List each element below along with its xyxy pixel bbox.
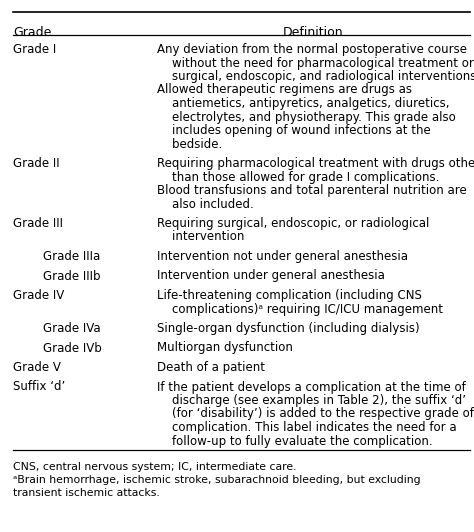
Text: Death of a patient: Death of a patient [157,361,265,374]
Text: Suffix ‘d’: Suffix ‘d’ [13,380,65,394]
Text: without the need for pharmacological treatment or: without the need for pharmacological tre… [157,56,474,70]
Text: includes opening of wound infections at the: includes opening of wound infections at … [157,124,431,137]
Text: transient ischemic attacks.: transient ischemic attacks. [13,488,160,498]
Text: Intervention under general anesthesia: Intervention under general anesthesia [157,270,385,282]
Text: Grade IIIb: Grade IIIb [43,270,100,282]
Text: antiemetics, antipyretics, analgetics, diuretics,: antiemetics, antipyretics, analgetics, d… [157,97,449,110]
Text: than those allowed for grade I complications.: than those allowed for grade I complicat… [157,170,439,184]
Text: Grade II: Grade II [13,157,60,170]
Text: ᵃBrain hemorrhage, ischemic stroke, subarachnoid bleeding, but excluding: ᵃBrain hemorrhage, ischemic stroke, suba… [13,475,420,485]
Text: Any deviation from the normal postoperative course: Any deviation from the normal postoperat… [157,43,467,56]
Text: Grade IV: Grade IV [13,289,64,302]
Text: discharge (see examples in Table 2), the suffix ‘d’: discharge (see examples in Table 2), the… [157,394,466,407]
Text: bedside.: bedside. [157,137,222,151]
Text: Definition: Definition [283,26,344,39]
Text: CNS, central nervous system; IC, intermediate care.: CNS, central nervous system; IC, interme… [13,462,297,472]
Text: Grade IIIa: Grade IIIa [43,250,100,263]
Text: Grade IVb: Grade IVb [43,342,102,354]
Text: Life-threatening complication (including CNS: Life-threatening complication (including… [157,289,422,302]
Text: Grade: Grade [13,26,51,39]
Text: Blood transfusions and total parenteral nutrition are: Blood transfusions and total parenteral … [157,184,467,197]
Text: Requiring pharmacological treatment with drugs other: Requiring pharmacological treatment with… [157,157,474,170]
Text: Requiring surgical, endoscopic, or radiological: Requiring surgical, endoscopic, or radio… [157,217,429,230]
Text: If the patient develops a complication at the time of: If the patient develops a complication a… [157,380,466,394]
Text: Single-organ dysfunction (including dialysis): Single-organ dysfunction (including dial… [157,322,419,335]
Text: Grade III: Grade III [13,217,63,230]
Text: Allowed therapeutic regimens are drugs as: Allowed therapeutic regimens are drugs a… [157,84,412,96]
Text: Multiorgan dysfunction: Multiorgan dysfunction [157,342,293,354]
Text: follow-up to fully evaluate the complication.: follow-up to fully evaluate the complica… [157,435,433,447]
Text: Intervention not under general anesthesia: Intervention not under general anesthesi… [157,250,408,263]
Text: complication. This label indicates the need for a: complication. This label indicates the n… [157,421,456,434]
Text: electrolytes, and physiotherapy. This grade also: electrolytes, and physiotherapy. This gr… [157,111,456,123]
Text: also included.: also included. [157,197,254,211]
Text: surgical, endoscopic, and radiological interventions.: surgical, endoscopic, and radiological i… [157,70,474,83]
Text: (for ‘disability’) is added to the respective grade of: (for ‘disability’) is added to the respe… [157,408,474,420]
Text: Grade V: Grade V [13,361,61,374]
Text: Grade IVa: Grade IVa [43,322,100,335]
Text: Grade I: Grade I [13,43,56,56]
Text: complications)ᵃ requiring IC/ICU management: complications)ᵃ requiring IC/ICU managem… [157,303,443,315]
Text: intervention: intervention [157,230,245,244]
